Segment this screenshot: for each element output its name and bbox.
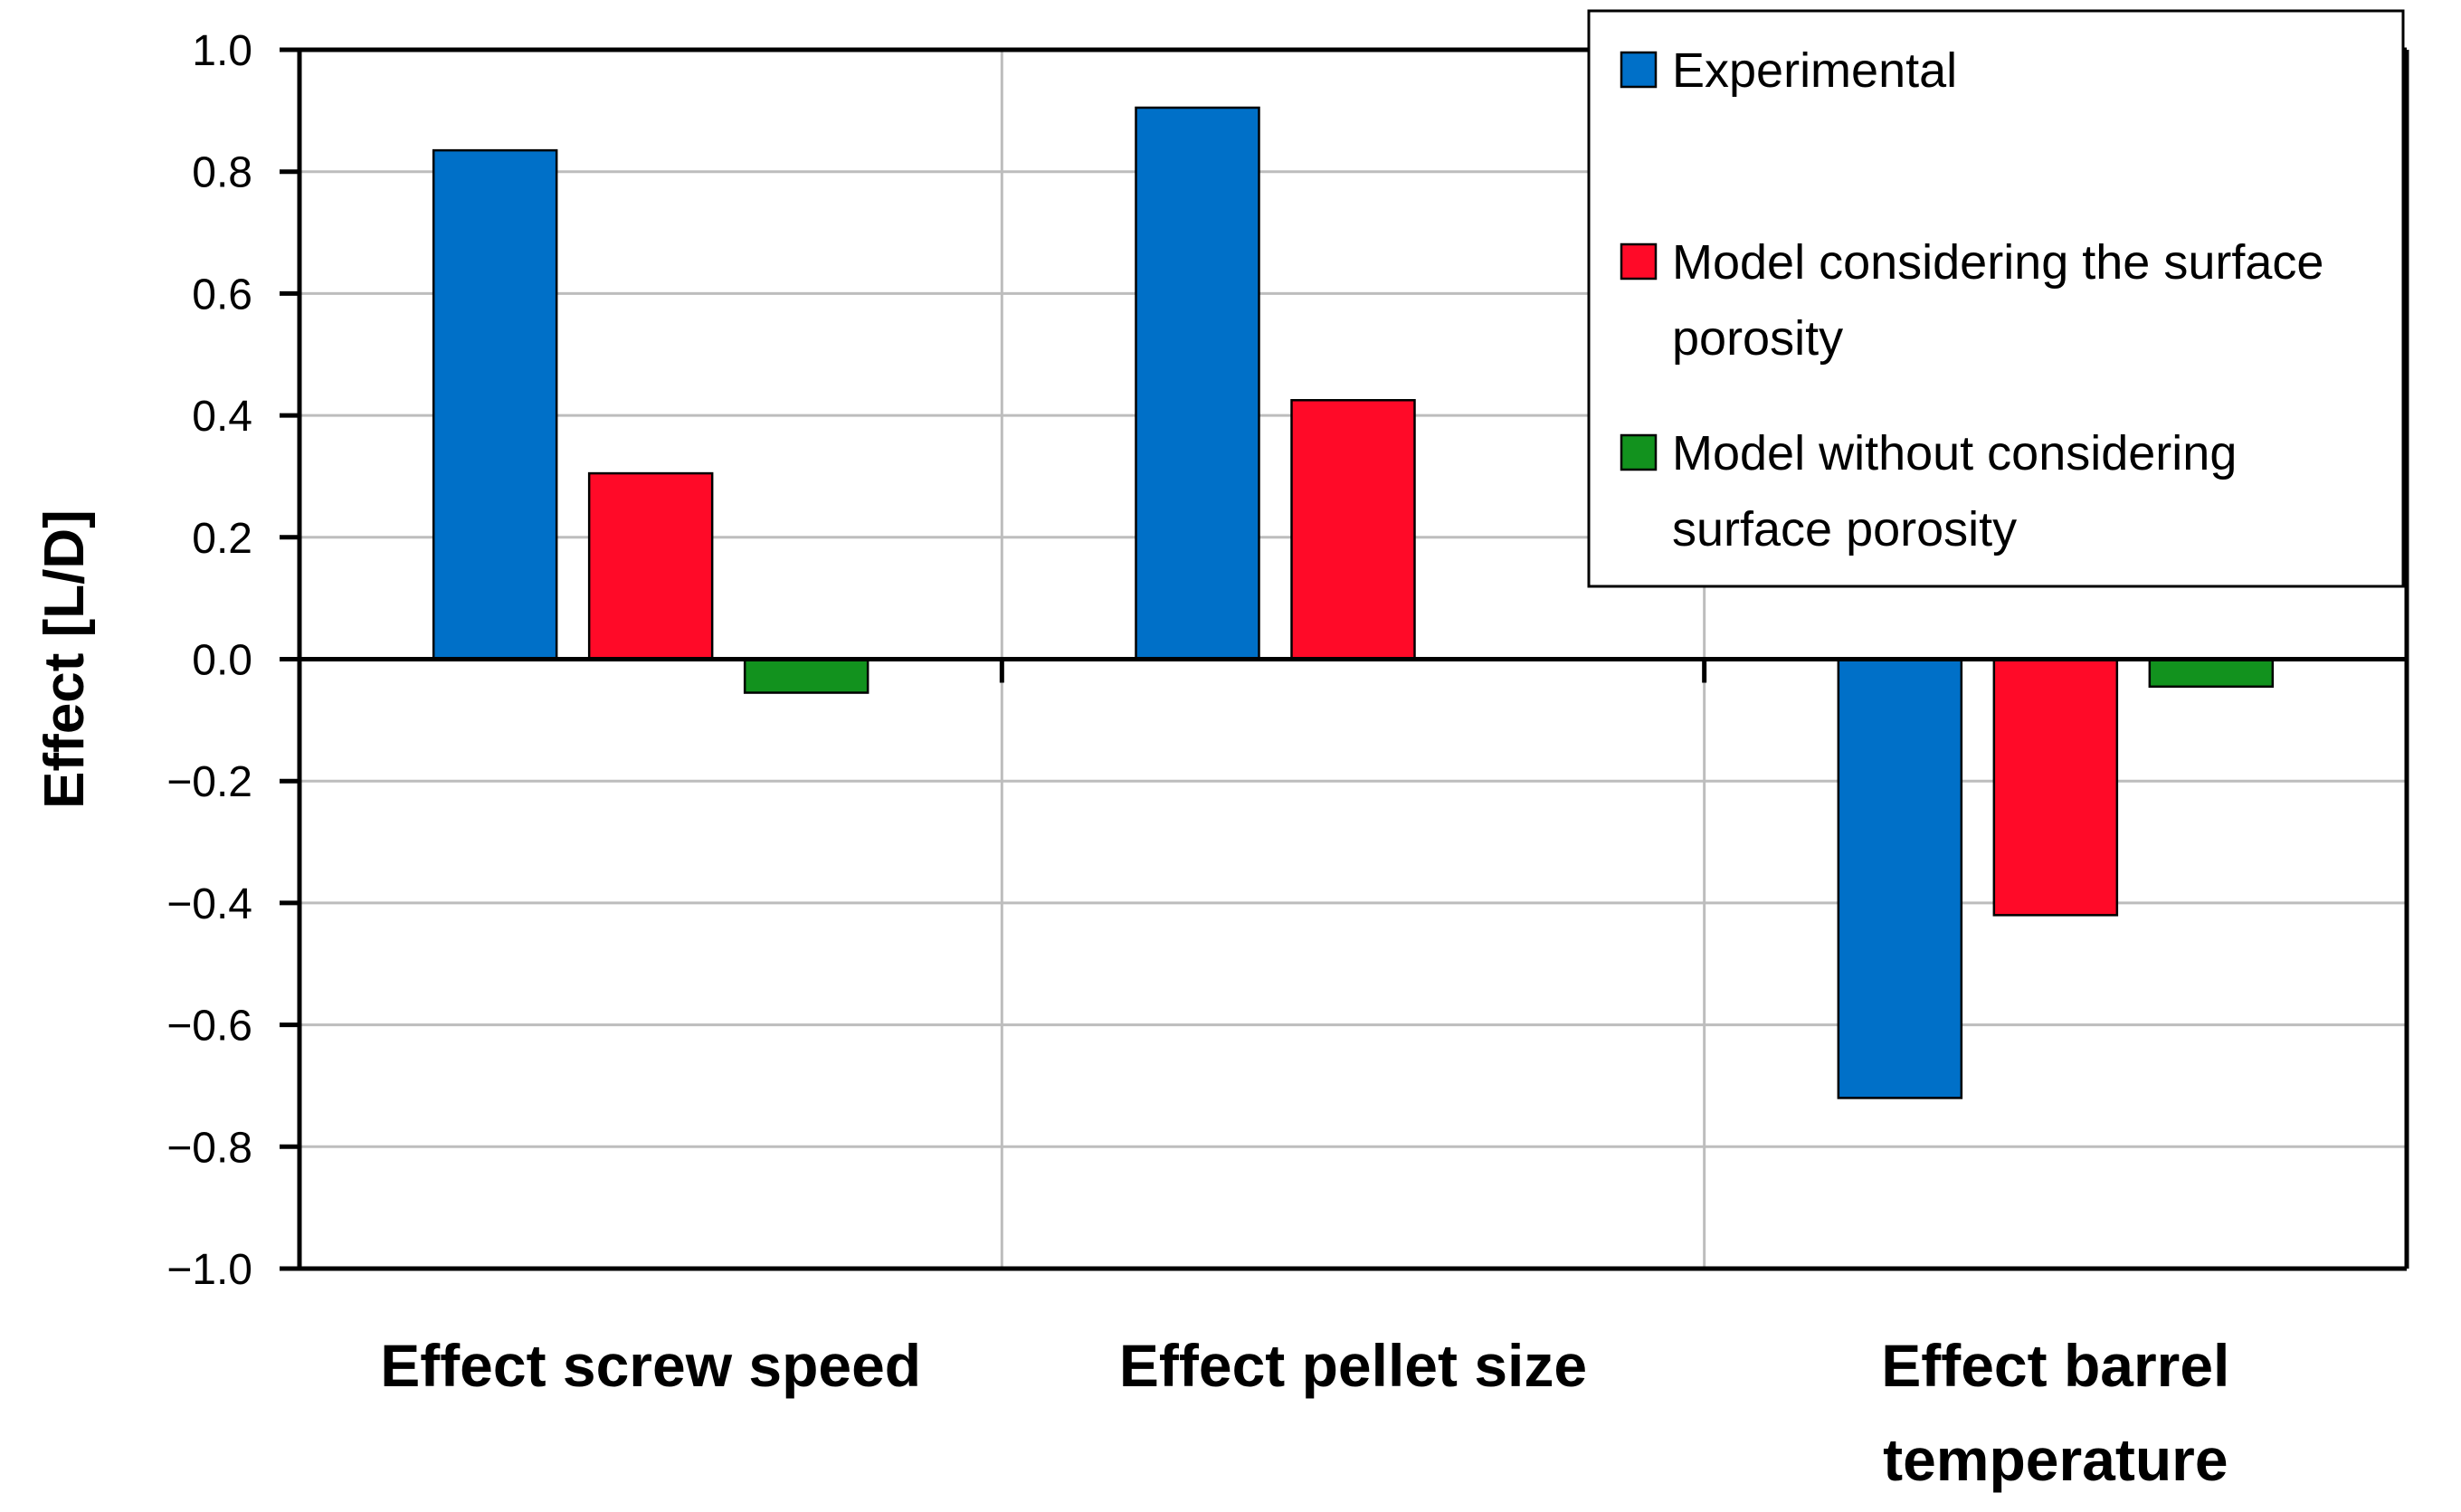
legend-swatch [1620,242,1658,281]
bar [1290,399,1416,661]
bar [1992,658,2119,917]
bar [1837,658,1963,1099]
y-tick-label: 0.2 [192,515,252,563]
y-tick-label: 0.4 [192,393,252,441]
bar [743,658,869,694]
x-category-label: temperature [1883,1426,2228,1493]
legend-entry-label: Experimental [1672,43,1957,98]
x-category-label: Effect pellet size [1119,1332,1587,1399]
bar [2148,658,2275,689]
x-category-label: Effect screw speed [380,1332,921,1399]
legend-box [1587,9,2405,588]
y-tick-label: 0.0 [192,637,252,685]
legend-swatch [1620,51,1658,89]
y-tick-label: −0.6 [166,1003,252,1051]
labels: 1.0 0.8 0.6 0.4 0.2 0.0 −0.2 −0.4 −0.6 −0.8 −1.0 Ef… [33,27,2229,1493]
y-tick-label: 1.0 [192,27,252,75]
y-tick-label: 0.8 [192,149,252,197]
legend-swatch [1620,433,1658,471]
y-axis-title: Effect [L/D] [33,509,96,809]
y-tick-label: −0.4 [166,880,252,928]
legend-entry-label: Model considering the surface [1672,235,2323,290]
bar [1135,106,1260,661]
y-tick-label: 0.6 [192,271,252,319]
legend-entry-label: Model without considering [1672,426,2237,480]
legend-entry-label: surface porosity [1672,502,2017,556]
bars [432,106,2275,1099]
x-category-label: Effect barrel [1881,1332,2229,1399]
bar [587,471,714,661]
y-tick-label: −1.0 [166,1246,252,1294]
y-tick-label: −0.2 [166,758,252,806]
bar [432,148,558,661]
legend: Experimental Model considering the surfac… [1587,9,2405,588]
legend-entry-label: porosity [1672,311,1843,366]
y-tick-label: −0.8 [166,1124,252,1172]
